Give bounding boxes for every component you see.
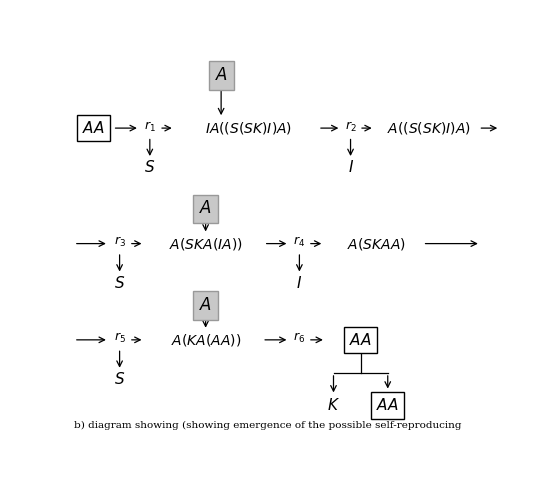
Text: b) diagram showing (showing emergence of the possible self-reproducing: b) diagram showing (showing emergence of… bbox=[74, 421, 461, 430]
Text: $I$: $I$ bbox=[348, 159, 353, 175]
Text: $A(SKA(IA))$: $A(SKA(IA))$ bbox=[169, 236, 242, 251]
Text: $r_4$: $r_4$ bbox=[293, 235, 305, 249]
Text: $AA$: $AA$ bbox=[349, 332, 372, 348]
Text: $K$: $K$ bbox=[327, 396, 340, 413]
Text: $S$: $S$ bbox=[114, 371, 125, 387]
Text: $A$: $A$ bbox=[199, 297, 212, 314]
Text: $AA$: $AA$ bbox=[376, 397, 399, 413]
Text: $r_2$: $r_2$ bbox=[344, 120, 356, 134]
Text: $S$: $S$ bbox=[144, 159, 156, 175]
Text: $A((S(SK)I)A)$: $A((S(SK)I)A)$ bbox=[387, 120, 471, 136]
Text: $S$: $S$ bbox=[114, 275, 125, 291]
Text: $A$: $A$ bbox=[214, 67, 228, 84]
Text: $r_3$: $r_3$ bbox=[114, 235, 125, 249]
Text: $A(KA(AA))$: $A(KA(AA))$ bbox=[170, 332, 241, 348]
Text: $AA$: $AA$ bbox=[82, 120, 105, 136]
Text: $r_6$: $r_6$ bbox=[293, 331, 305, 345]
Text: $IA((S(SK)I)A)$: $IA((S(SK)I)A)$ bbox=[205, 120, 292, 136]
Text: $r_1$: $r_1$ bbox=[144, 120, 156, 134]
Text: $A(SKAA)$: $A(SKAA)$ bbox=[347, 236, 405, 251]
Text: $I$: $I$ bbox=[296, 275, 302, 291]
Text: $r_5$: $r_5$ bbox=[114, 331, 125, 345]
Text: $A$: $A$ bbox=[199, 200, 212, 218]
